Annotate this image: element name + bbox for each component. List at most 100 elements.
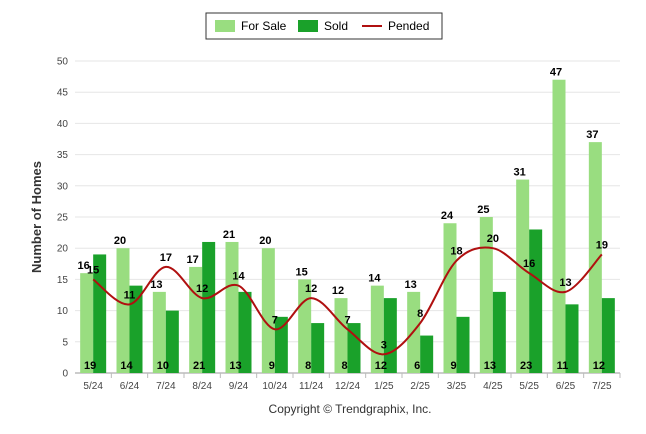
x-tick-label: 6/24 — [120, 381, 140, 392]
x-tick-label: 5/24 — [83, 381, 103, 392]
bar-sold — [202, 241, 216, 373]
bar-sold — [274, 316, 288, 373]
legend-swatch-for-sale — [215, 20, 235, 32]
data-label-sold: 13 — [484, 360, 496, 372]
x-tick-label: 3/25 — [447, 381, 467, 392]
data-label-pended: 3 — [381, 339, 387, 351]
x-tick-label: 2/25 — [410, 381, 430, 392]
data-label-sold: 13 — [229, 360, 241, 372]
data-label-pended: 17 — [160, 252, 172, 264]
bar-for-sale — [516, 179, 530, 373]
bar-for-sale — [334, 298, 348, 373]
data-label-for-sale: 13 — [150, 279, 162, 291]
data-label-pended: 19 — [596, 239, 608, 251]
y-tick-label: 0 — [62, 369, 68, 380]
bar-for-sale — [588, 142, 602, 373]
data-label-sold: 23 — [520, 360, 532, 372]
y-axis-label: Number of Homes — [29, 161, 44, 273]
data-label-pended: 18 — [450, 246, 462, 258]
bar-for-sale — [152, 291, 166, 373]
data-label-sold: 9 — [450, 360, 456, 372]
data-label-pended: 12 — [305, 283, 317, 295]
data-label-pended: 15 — [87, 264, 99, 276]
legend-label-for-sale: For Sale — [241, 19, 287, 33]
bar-sold — [347, 323, 361, 373]
bar-sold — [565, 304, 579, 373]
bar-sold — [601, 298, 615, 373]
plot-area: 0 5 10 15 20 25 30 35 40 45 50 5/24 6/24 7/24 8/24 9/24… — [57, 57, 621, 392]
data-label-for-sale: 14 — [368, 273, 381, 285]
legend-box — [205, 12, 443, 40]
data-label-pended: 7 — [344, 314, 350, 326]
bar-for-sale — [443, 223, 457, 373]
bar-sold — [238, 291, 252, 373]
x-tick-label: 1/25 — [374, 381, 394, 392]
y-tick-label: 15 — [57, 275, 69, 286]
bar-sold — [93, 254, 107, 373]
x-tick-label: 9/24 — [229, 381, 249, 392]
data-label-for-sale: 21 — [223, 229, 235, 241]
y-tick-label: 5 — [62, 337, 68, 348]
bar-sold — [529, 229, 543, 373]
data-label-sold: 9 — [269, 360, 275, 372]
bar-for-sale — [189, 266, 203, 373]
x-tick-label: 8/24 — [192, 381, 212, 392]
legend-label-pended: Pended — [388, 19, 429, 33]
bar-for-sale — [552, 79, 566, 373]
data-label-pended: 8 — [417, 308, 423, 320]
data-label-sold: 21 — [193, 360, 205, 372]
x-tick-label: 12/24 — [335, 381, 360, 392]
data-label-sold: 14 — [120, 360, 133, 372]
data-label-for-sale: 37 — [586, 129, 598, 141]
credit-text: Copyright © Trendgraphix, Inc. — [269, 402, 432, 416]
data-label-for-sale: 20 — [114, 235, 126, 247]
y-tick-label: 35 — [57, 150, 69, 161]
data-label-sold: 6 — [414, 360, 420, 372]
x-tick-label: 6/25 — [556, 381, 576, 392]
bar-for-sale — [80, 273, 94, 373]
x-tick-label: 11/24 — [299, 381, 324, 392]
data-label-for-sale: 12 — [332, 285, 344, 297]
data-label-for-sale: 15 — [296, 266, 308, 278]
data-label-sold: 10 — [157, 360, 169, 372]
data-label-for-sale: 17 — [187, 254, 199, 266]
bar-for-sale — [225, 241, 239, 373]
bar-sold — [165, 310, 179, 373]
data-label-for-sale: 13 — [405, 279, 417, 291]
x-tick-label: 7/24 — [156, 381, 176, 392]
y-tick-label: 25 — [57, 213, 69, 224]
bar-sold — [420, 335, 434, 373]
y-tick-label: 50 — [57, 57, 69, 68]
data-label-pended: 13 — [559, 277, 571, 289]
bar-for-sale — [116, 248, 130, 373]
data-label-pended: 11 — [124, 289, 136, 301]
data-label-pended: 20 — [487, 233, 499, 245]
y-tick-label: 40 — [57, 119, 69, 130]
bar-for-sale — [261, 248, 275, 373]
x-tick-label: 4/25 — [483, 381, 503, 392]
legend: For Sale Sold Pended — [205, 12, 443, 40]
data-label-for-sale: 25 — [477, 204, 489, 216]
legend-label-sold: Sold — [324, 19, 348, 33]
data-label-pended: 7 — [272, 314, 278, 326]
data-label-sold: 8 — [341, 360, 347, 372]
data-label-sold: 12 — [593, 360, 605, 372]
data-label-pended: 12 — [196, 283, 208, 295]
data-label-for-sale: 20 — [259, 235, 271, 247]
data-label-sold: 8 — [305, 360, 311, 372]
bar-sold — [492, 291, 506, 373]
bar-sold — [456, 316, 470, 373]
x-tick-label: 5/25 — [519, 381, 539, 392]
data-label-sold: 12 — [375, 360, 387, 372]
series-line-pended — [92, 246, 603, 356]
bar-sold — [129, 285, 143, 373]
x-tick-label: 10/24 — [262, 381, 287, 392]
data-label-pended: 14 — [232, 271, 245, 283]
data-label-for-sale: 24 — [441, 210, 454, 222]
data-label-sold: 11 — [557, 360, 569, 372]
data-label-for-sale: 16 — [78, 260, 90, 272]
y-tick-label: 20 — [57, 244, 69, 255]
y-tick-label: 45 — [57, 88, 69, 99]
legend-swatch-sold — [298, 20, 318, 32]
